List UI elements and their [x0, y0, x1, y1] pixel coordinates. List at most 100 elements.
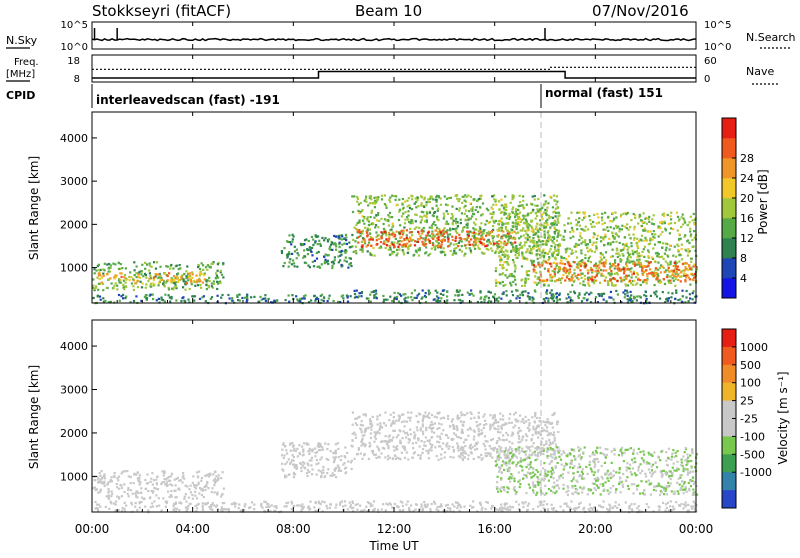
data-cell-region-2 — [361, 420, 363, 422]
data-cell-region-2 — [438, 459, 440, 461]
data-cell-region-6 — [690, 234, 692, 236]
data-cell-region-3 — [520, 457, 522, 459]
data-cell-region-4 — [522, 195, 524, 197]
data-cell-region-5 — [479, 230, 481, 232]
data-cell-region-4 — [420, 204, 422, 206]
data-cell-region-0 — [167, 491, 169, 493]
data-cell-region-2 — [470, 418, 472, 420]
data-cell-region-0 — [117, 479, 119, 481]
data-cell-region-6 — [517, 231, 519, 233]
data-cell-region-2 — [456, 429, 458, 431]
power-colorbar-swatch — [722, 278, 736, 298]
data-cell-region-6 — [688, 242, 690, 244]
data-cell-region-0 — [163, 481, 165, 483]
data-cell-region-6 — [502, 281, 504, 283]
data-cell-region-0 — [96, 277, 98, 279]
data-cell-region-2 — [416, 429, 418, 431]
data-cell-region-6 — [614, 267, 616, 269]
data-cell-region-8 — [394, 292, 396, 294]
data-cell-region-6 — [537, 278, 539, 280]
data-cell-region-0 — [216, 480, 218, 482]
data-cell-region-0 — [130, 489, 132, 491]
data-cell-region-6 — [523, 234, 525, 236]
data-cell-region-2 — [430, 447, 432, 449]
data-cell-region-2 — [531, 438, 533, 440]
data-cell-region-6 — [598, 222, 600, 224]
data-cell-region-7 — [661, 266, 663, 268]
data-cell-region-0 — [116, 486, 118, 488]
data-cell-region-4 — [428, 254, 430, 256]
data-cell-region-4 — [406, 200, 408, 202]
data-cell-region-2 — [475, 442, 477, 444]
data-cell-region-2 — [522, 435, 524, 437]
data-cell-region-6 — [504, 274, 506, 276]
data-cell-region-5 — [490, 231, 492, 233]
power-colorbar-swatch — [722, 138, 736, 158]
data-cell-region-5 — [468, 235, 470, 237]
data-cell-region-2 — [262, 298, 264, 300]
data-cell-region-3 — [640, 463, 642, 465]
data-cell-region-2 — [393, 449, 395, 451]
data-cell-region-6 — [628, 234, 630, 236]
data-cell-region-1 — [311, 468, 313, 470]
data-cell-region-3 — [495, 460, 497, 462]
data-cell-region-4 — [474, 224, 476, 226]
data-cell-region-3 — [528, 468, 530, 470]
data-cell-region-4 — [377, 226, 379, 228]
data-cell-region-3 — [350, 265, 352, 267]
data-cell-region-8 — [410, 296, 412, 298]
data-cell-region-4 — [424, 252, 426, 254]
data-cell-region-4 — [421, 202, 423, 204]
data-cell-region-2 — [420, 455, 422, 457]
data-cell-region-5 — [408, 240, 410, 242]
data-cell-region-2 — [482, 416, 484, 418]
data-cell-region-2 — [444, 456, 446, 458]
data-cell-region-2 — [250, 296, 252, 298]
data-cell-region-0 — [125, 282, 127, 284]
data-cell-region-6 — [514, 254, 516, 256]
data-cell-region-4 — [415, 250, 417, 252]
data-cell-region-5 — [455, 236, 457, 238]
data-cell-region-3 — [560, 459, 562, 461]
data-cell-region-2 — [236, 294, 238, 296]
data-cell-region-6 — [597, 235, 599, 237]
data-cell-region-6 — [667, 264, 669, 266]
data-cell-region-6 — [654, 244, 656, 246]
data-cell-region-4 — [411, 195, 413, 197]
data-cell-region-2 — [491, 457, 493, 459]
data-cell-region-8 — [627, 295, 629, 297]
data-cell-region-6 — [670, 282, 672, 284]
data-cell-region-5 — [417, 241, 419, 243]
data-cell-region-4 — [395, 195, 397, 197]
power-colorbar-swatch — [722, 218, 736, 238]
data-cell-region-4 — [543, 212, 545, 214]
data-cell-region-1 — [322, 449, 324, 451]
data-cell-region-8 — [686, 290, 688, 292]
data-cell-region-2 — [427, 440, 429, 442]
data-cell-region-5 — [447, 238, 449, 240]
data-cell-region-5 — [399, 232, 401, 234]
data-cell-region-0 — [140, 273, 142, 275]
data-cell-region-6 — [513, 275, 515, 277]
data-cell-region-4 — [368, 224, 370, 226]
data-cell-region-6 — [554, 271, 556, 273]
data-cell-region-8 — [667, 292, 669, 294]
data-cell-region-4 — [404, 219, 406, 221]
data-cell-region-3 — [312, 239, 314, 241]
data-cell-region-5 — [435, 229, 437, 231]
data-cell-region-2 — [479, 423, 481, 425]
data-cell-region-4 — [510, 202, 512, 204]
data-cell-region-4 — [385, 207, 387, 209]
data-cell-region-5 — [394, 234, 396, 236]
data-cell-region-3 — [690, 471, 692, 473]
data-cell-region-8 — [515, 297, 517, 299]
data-cell-region-2 — [543, 429, 545, 431]
data-cell-region-2 — [428, 417, 430, 419]
data-cell-region-3 — [583, 477, 585, 479]
power-ytick-label: 4000 — [60, 132, 88, 145]
data-cell-region-4 — [477, 245, 479, 247]
data-cell-region-2 — [187, 299, 189, 301]
data-cell-region-2 — [237, 299, 239, 301]
data-cell-region-3 — [557, 462, 559, 464]
data-cell-region-4 — [432, 223, 434, 225]
